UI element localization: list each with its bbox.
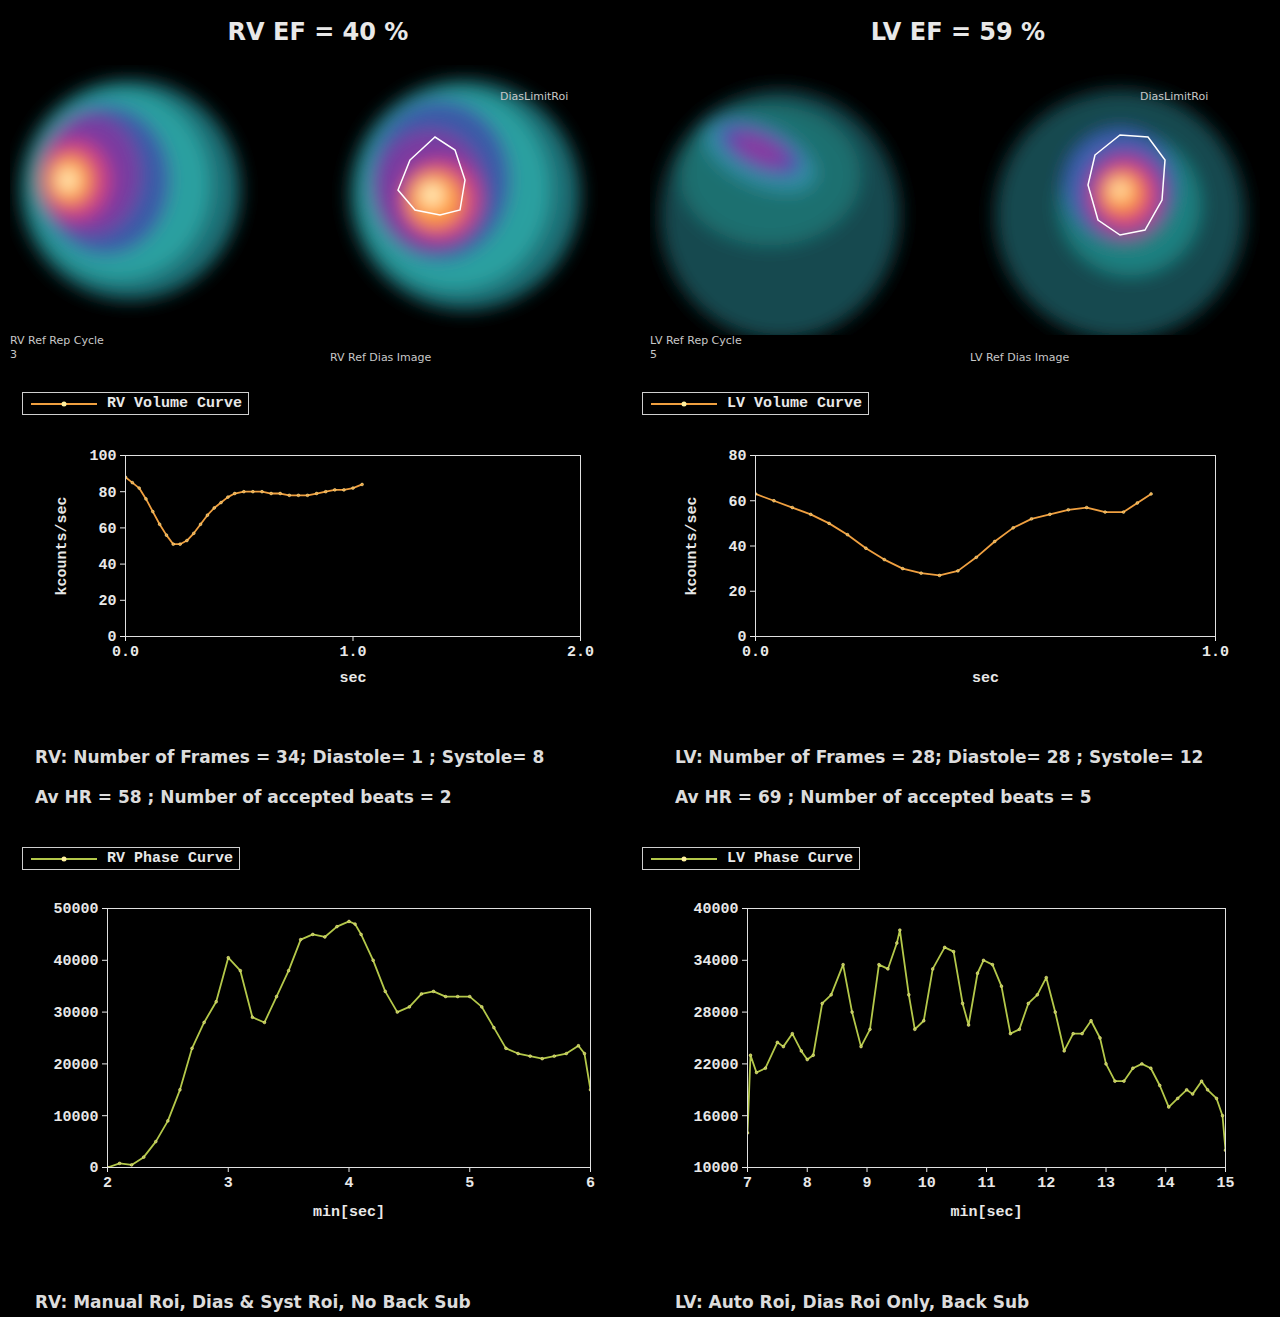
html-text:3: 3 — [10, 348, 17, 361]
svg-text:80: 80 — [98, 485, 116, 502]
html-text:RV EF = 40 %: RV EF = 40 % — [227, 18, 409, 46]
svg-text:15: 15 — [1216, 1175, 1234, 1192]
svg-text:11: 11 — [977, 1175, 995, 1192]
svg-text:100: 100 — [89, 448, 116, 465]
svg-text:0.0: 0.0 — [742, 644, 769, 661]
svg-text:7: 7 — [743, 1175, 752, 1192]
html-text:LV: Number of Frames = 28; Dia: LV: Number of Frames = 28; Diastole= 28 … — [675, 747, 1204, 767]
html-text:LV EF = 59 %: LV EF = 59 % — [870, 18, 1046, 46]
svg-text:9: 9 — [862, 1175, 871, 1192]
html-text:RV: Number of Frames = 34; Dia: RV: Number of Frames = 34; Diastole= 1 ;… — [35, 747, 545, 767]
svg-text:40: 40 — [728, 539, 746, 556]
html-text:RV Ref Dias Image: RV Ref Dias Image — [330, 351, 432, 364]
svg-text:40: 40 — [98, 557, 116, 574]
svg-text:0: 0 — [107, 629, 117, 647]
svg-text:28000: 28000 — [693, 1005, 738, 1022]
html-text:LV: Auto Roi, Dias Roi Only, B: LV: Auto Roi, Dias Roi Only, Back Sub — [675, 1292, 1030, 1312]
svg-text:10000: 10000 — [693, 1160, 738, 1177]
svg-text:1.0: 1.0 — [339, 644, 366, 661]
html-text:DiasLimitRoi: DiasLimitRoi — [500, 90, 569, 103]
svg-text:1.0: 1.0 — [1202, 644, 1229, 661]
html-text:RV: Manual Roi, Dias & Syst Ro: RV: Manual Roi, Dias & Syst Roi, No Back… — [35, 1292, 471, 1312]
html-text:DiasLimitRoi: DiasLimitRoi — [1140, 90, 1209, 103]
svg-text:20000: 20000 — [53, 1057, 98, 1074]
svg-text:6: 6 — [586, 1175, 595, 1192]
svg-text:5: 5 — [465, 1175, 474, 1192]
svg-text:0: 0 — [89, 1160, 98, 1177]
svg-text:4: 4 — [344, 1175, 353, 1192]
svg-text:kcounts/sec: kcounts/sec — [54, 496, 71, 595]
svg-text:40000: 40000 — [53, 953, 98, 970]
html-text:5: 5 — [650, 348, 657, 361]
svg-text:kcounts/sec: kcounts/sec — [684, 496, 701, 595]
html-text:RV Phase Curve: RV Phase Curve — [107, 850, 233, 867]
svg-text:40000: 40000 — [693, 901, 738, 918]
svg-text:8: 8 — [803, 1175, 812, 1192]
svg-text:20: 20 — [98, 593, 116, 610]
svg-text:0: 0 — [737, 629, 747, 647]
svg-text:60: 60 — [728, 494, 746, 511]
svg-text:60: 60 — [98, 521, 116, 538]
svg-text:2: 2 — [103, 1175, 112, 1192]
svg-text:16000: 16000 — [693, 1109, 738, 1126]
svg-text:50000: 50000 — [53, 901, 98, 918]
html-text:Av HR = 69 ; Number of accepte: Av HR = 69 ; Number of accepted beats = … — [675, 787, 1092, 807]
svg-text:34000: 34000 — [693, 953, 738, 970]
svg-text:min[sec]: min[sec] — [313, 1204, 385, 1221]
svg-text:14: 14 — [1157, 1175, 1175, 1192]
html-text:Av HR = 58 ; Number of accepte: Av HR = 58 ; Number of accepted beats = … — [35, 787, 452, 807]
html-text:RV Ref Rep Cycle: RV Ref Rep Cycle — [10, 334, 104, 347]
html-text:LV Ref Rep Cycle: LV Ref Rep Cycle — [650, 334, 742, 347]
svg-text:30000: 30000 — [53, 1005, 98, 1022]
html-text:LV Volume Curve: LV Volume Curve — [727, 395, 862, 412]
svg-text:80: 80 — [728, 448, 746, 465]
svg-text:10000: 10000 — [53, 1109, 98, 1126]
svg-text:sec: sec — [339, 670, 366, 687]
svg-text:3: 3 — [224, 1175, 233, 1192]
svg-text:0.0: 0.0 — [112, 644, 139, 661]
html-text:RV Volume Curve: RV Volume Curve — [107, 395, 242, 412]
svg-text:13: 13 — [1097, 1175, 1115, 1192]
svg-text:2.0: 2.0 — [567, 644, 594, 661]
svg-text:12: 12 — [1037, 1175, 1055, 1192]
html-text:LV Phase Curve: LV Phase Curve — [727, 850, 853, 867]
svg-text:min[sec]: min[sec] — [950, 1204, 1022, 1221]
svg-text:sec: sec — [972, 670, 999, 687]
svg-text:20: 20 — [728, 584, 746, 601]
svg-text:10: 10 — [918, 1175, 936, 1192]
svg-text:22000: 22000 — [693, 1057, 738, 1074]
html-text:LV Ref Dias Image: LV Ref Dias Image — [970, 351, 1070, 364]
